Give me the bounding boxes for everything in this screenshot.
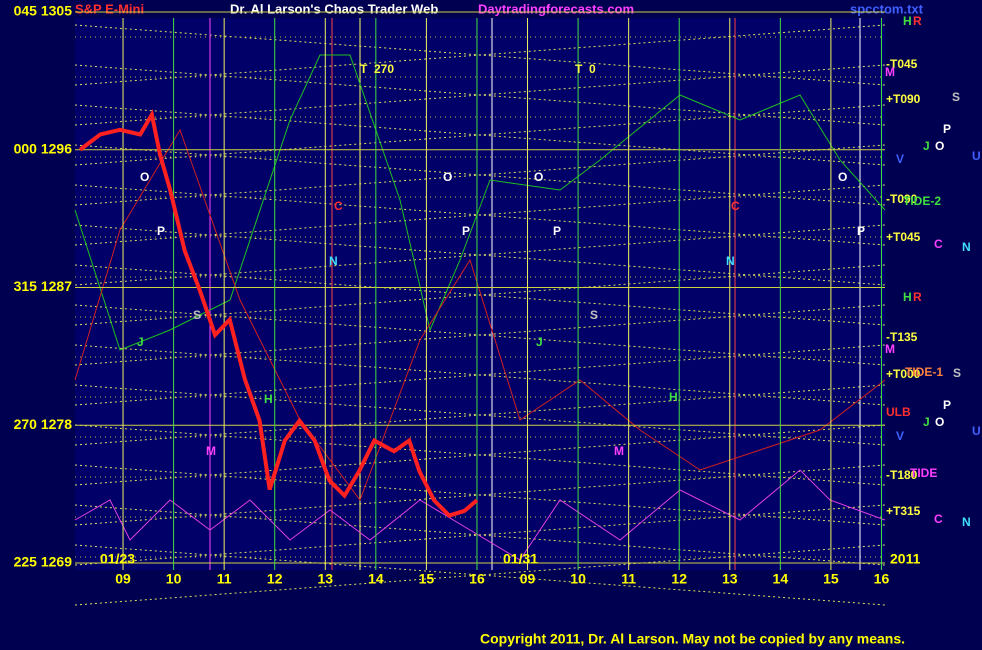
x-tick-label: 09	[115, 571, 131, 587]
level-label: -T045	[886, 57, 918, 71]
y-tick-label: 045 1305	[14, 3, 73, 19]
plot-marker: C	[731, 199, 740, 213]
x-tick-label: 14	[773, 571, 789, 587]
x-tick-label: 16	[469, 571, 485, 587]
copyright: Copyright 2011, Dr. Al Larson. May not b…	[480, 631, 905, 647]
date-label: 2011	[890, 551, 921, 567]
side-marker: C	[934, 512, 943, 526]
plot-marker: H	[264, 392, 273, 406]
plot-marker: O	[838, 170, 847, 184]
side-marker: V	[896, 429, 904, 443]
x-tick-label: 13	[317, 571, 333, 587]
x-tick-label: 16	[874, 571, 890, 587]
plot-marker: P	[553, 224, 561, 238]
level-label: -T135	[886, 330, 918, 344]
side-marker: N	[962, 515, 971, 529]
side-marker: J	[923, 415, 930, 429]
side-marker: M	[885, 342, 895, 356]
level-label: +T000	[886, 367, 921, 381]
y-tick-label: 315 1287	[14, 278, 73, 294]
level-label: +T315	[886, 504, 921, 518]
side-marker: R	[913, 290, 922, 304]
cycle-line	[74, 469, 886, 561]
side-marker: N	[962, 240, 971, 254]
decorations	[74, 18, 886, 606]
title: Dr. Al Larson's Chaos Trader Web	[230, 1, 438, 16]
date-label: 01/23	[100, 551, 135, 567]
side-marker: R	[913, 14, 922, 28]
side-marker: ULB	[886, 405, 911, 419]
x-tick-label: 11	[217, 571, 232, 587]
symbol: S&P E-Mini	[75, 1, 144, 16]
side-marker: P	[943, 398, 951, 412]
plot-marker: T 0	[575, 62, 596, 76]
plot-marker: P	[857, 224, 865, 238]
side-marker: TIDE-1	[905, 365, 943, 379]
plot-marker: T 270	[360, 62, 394, 76]
y-tick-label: 000 1296	[14, 140, 73, 156]
x-tick-label: 13	[722, 571, 738, 587]
site: Daytradingforecasts.com	[478, 1, 634, 16]
side-marker: O	[935, 139, 944, 153]
side-marker: H	[903, 290, 912, 304]
side-marker: TIDE	[910, 466, 937, 480]
file-name: spcctom.txt	[850, 1, 924, 16]
plot-marker: J	[536, 335, 543, 349]
side-marker: O	[935, 415, 944, 429]
plot-marker: O	[443, 170, 452, 184]
side-marker: S	[953, 366, 961, 380]
level-label: +T045	[886, 230, 921, 244]
plot-marker: P	[462, 224, 470, 238]
level-label: -T090	[886, 192, 918, 206]
x-tick-label: 12	[267, 571, 283, 587]
x-tick-label: 10	[166, 571, 182, 587]
x-tick-label: 15	[823, 571, 839, 587]
side-marker: P	[943, 122, 951, 136]
plot-marker: O	[534, 170, 543, 184]
y-tick-label: 225 1269	[14, 554, 73, 570]
x-tick-label: 09	[520, 571, 536, 587]
side-marker: H	[903, 14, 912, 28]
side-marker: V	[896, 152, 904, 166]
level-label: +T090	[886, 92, 921, 106]
x-tick-label: 15	[419, 571, 435, 587]
side-marker: C	[934, 237, 943, 251]
plot-marker: N	[726, 254, 735, 268]
x-tick-label: 10	[570, 571, 586, 587]
forecast-line	[74, 54, 886, 351]
side-marker: U	[972, 424, 981, 438]
x-tick-label: 12	[671, 571, 687, 587]
side-marker: S	[952, 90, 960, 104]
plot-area	[75, 18, 885, 570]
side-marker: J	[923, 139, 930, 153]
plot-marker: M	[614, 444, 624, 458]
side-marker: U	[972, 149, 981, 163]
plot-marker: P	[157, 224, 165, 238]
plot-marker: S	[590, 308, 598, 322]
red-line	[74, 128, 886, 502]
plot-marker: J	[137, 335, 144, 349]
level-label: -T180	[886, 468, 918, 482]
plot-marker: H	[669, 390, 678, 404]
plot-marker: S	[193, 308, 201, 322]
y-tick-label: 270 1278	[14, 416, 73, 432]
plot-marker: N	[329, 254, 338, 268]
diagonal	[74, 544, 886, 606]
x-tick-label: 11	[621, 571, 636, 587]
plot-marker: O	[140, 170, 149, 184]
plot-marker: C	[334, 199, 343, 213]
date-label: 01/31	[503, 551, 538, 567]
price-line	[78, 109, 479, 518]
x-tick-label: 14	[368, 571, 384, 587]
plot-marker: M	[206, 444, 216, 458]
side-marker: M	[885, 65, 895, 79]
side-marker: TIDE-2	[903, 194, 941, 208]
